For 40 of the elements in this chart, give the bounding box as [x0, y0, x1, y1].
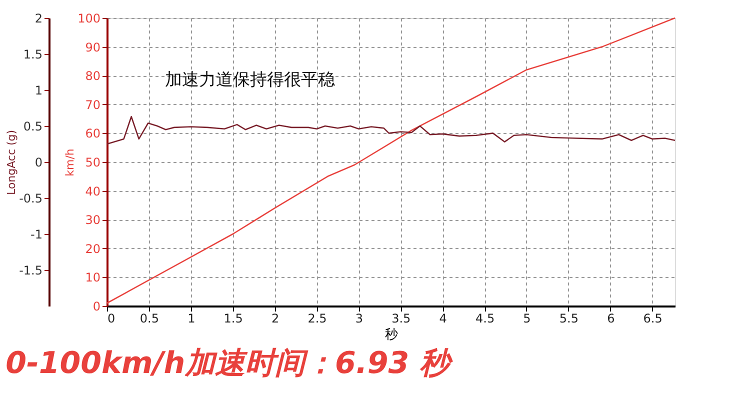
y2-tick-label: 0: [34, 156, 42, 170]
y2-tick-label: -0.5: [19, 192, 42, 206]
line-series: [106, 17, 676, 304]
y-tick-label: 60: [85, 126, 100, 141]
y-tick-label: 70: [85, 98, 100, 112]
annotation: 加速力道保持得很平稳: [165, 70, 335, 90]
y2-tick-label: -1.5: [19, 264, 42, 278]
x-tick-label: 0: [108, 312, 116, 326]
x-tick-label: 1: [188, 312, 196, 326]
y-tick-label: 100: [78, 12, 100, 26]
y2-axis-title: LongAcc (g): [5, 130, 18, 196]
y2-tick-label: -1: [30, 228, 42, 242]
x-tick-label: 4: [439, 312, 447, 326]
x-tick-label: 2: [271, 312, 280, 326]
text: 0-100km/h加速时间：6.93 秒: [6, 346, 454, 381]
y-tick-label: 90: [85, 40, 100, 54]
x-tick-label: 5: [523, 312, 531, 326]
x-tick-label: 4.5: [476, 312, 495, 326]
x-axis-title: 秒: [385, 328, 398, 342]
y-tick-label: 80: [85, 69, 100, 84]
y2-tick-label: 0.5: [23, 120, 42, 134]
x-tick-label: 1.5: [224, 312, 243, 326]
y-tick-label: 0: [92, 300, 100, 314]
x-tick-label: 6.5: [643, 312, 662, 326]
x-tick-label: 0.5: [140, 312, 159, 326]
y-tick-label: 40: [85, 184, 100, 198]
x-tick-label: 3: [355, 312, 364, 326]
x-tick-label: 5.5: [559, 312, 578, 326]
line-series: [106, 116, 676, 145]
y2-tick-label: 1.5: [23, 48, 42, 62]
y-tick-label: 10: [85, 270, 100, 285]
y-tick-label: 20: [85, 242, 100, 256]
x-tick-label: 2.5: [308, 312, 327, 326]
y2-tick-label: 1: [34, 84, 42, 98]
x-tick-label: 6: [607, 312, 615, 326]
y-axis-title: km/h: [64, 148, 77, 176]
y-tick-label: 30: [85, 213, 100, 228]
y2-tick-label: 2: [34, 12, 42, 26]
y-tick-label: 50: [85, 156, 100, 170]
x-tick-label: 3.5: [392, 312, 411, 326]
